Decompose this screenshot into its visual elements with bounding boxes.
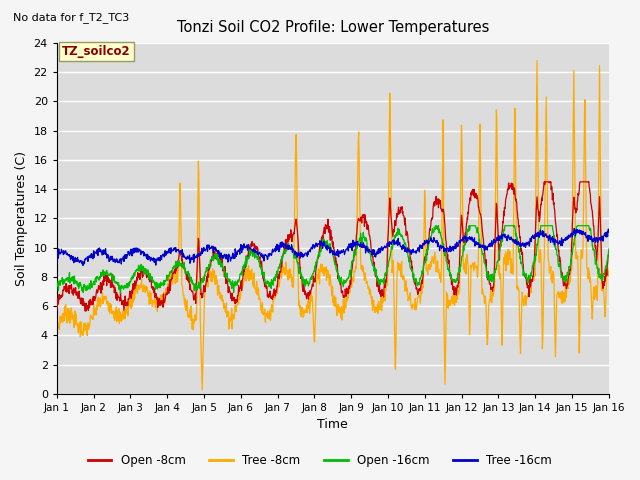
Title: Tonzi Soil CO2 Profile: Lower Temperatures: Tonzi Soil CO2 Profile: Lower Temperatur… bbox=[177, 20, 489, 35]
Text: TZ_soilco2: TZ_soilco2 bbox=[62, 45, 131, 58]
Text: No data for f_T2_TC3: No data for f_T2_TC3 bbox=[13, 12, 129, 23]
Legend: Open -8cm, Tree -8cm, Open -16cm, Tree -16cm: Open -8cm, Tree -8cm, Open -16cm, Tree -… bbox=[83, 449, 557, 472]
X-axis label: Time: Time bbox=[317, 419, 348, 432]
Y-axis label: Soil Temperatures (C): Soil Temperatures (C) bbox=[15, 151, 28, 286]
